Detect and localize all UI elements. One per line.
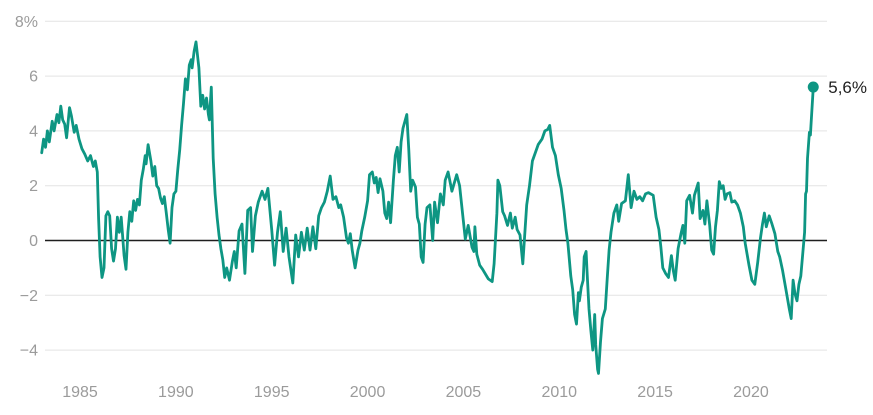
y-tick-label: 2 — [29, 178, 38, 195]
y-tick-label: 8% — [15, 14, 38, 31]
y-tick-label: −4 — [20, 343, 38, 360]
axis-labels: 8% 6 4 2 0 −2 −4 1985 1990 1995 2000 2005 2010 2015 20… — [15, 14, 769, 401]
x-tick-label: 2000 — [350, 384, 386, 401]
end-point-marker — [807, 81, 819, 93]
x-tick-label: 1990 — [158, 384, 194, 401]
y-tick-label: 4 — [29, 123, 38, 140]
data-series — [40, 40, 819, 375]
series-line — [40, 40, 815, 375]
y-tick-label: −2 — [20, 288, 38, 305]
y-tick-label: 6 — [29, 69, 38, 86]
x-tick-label: 2020 — [733, 384, 769, 401]
annotations: 5,6% — [828, 78, 867, 97]
y-tick-label: 0 — [29, 233, 38, 250]
gridlines — [45, 20, 827, 351]
x-tick-label: 1995 — [254, 384, 290, 401]
x-tick-label: 2010 — [541, 384, 577, 401]
x-tick-label: 1985 — [62, 384, 98, 401]
end-value-label: 5,6% — [828, 78, 867, 97]
x-tick-label: 2005 — [446, 384, 482, 401]
x-tick-label: 2015 — [637, 384, 673, 401]
